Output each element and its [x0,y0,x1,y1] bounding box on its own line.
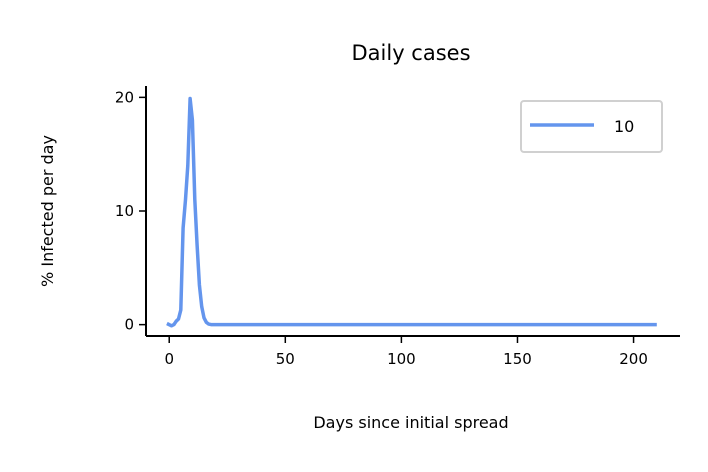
y-axis-label: % Infected per day [38,135,57,287]
x-axis-label: Days since initial spread [313,413,508,432]
y-ticks: 0 10 20 [115,88,146,334]
x-tick-label: 0 [164,350,174,368]
legend: 10 [520,100,663,153]
y-tick-label: 10 [115,202,134,220]
x-ticks: 0 50 100 150 200 [164,336,648,368]
series-line-0 [166,96,657,328]
plot-area [166,96,657,328]
x-tick-label: 50 [276,350,295,368]
x-tick-label: 200 [619,350,648,368]
chart-title: Daily cases [351,41,470,65]
x-tick-label: 100 [387,350,416,368]
legend-label-series-0: 10 [614,117,634,136]
y-tick-label: 20 [115,88,134,106]
x-tick-label: 150 [503,350,532,368]
y-tick-label: 0 [124,316,134,334]
